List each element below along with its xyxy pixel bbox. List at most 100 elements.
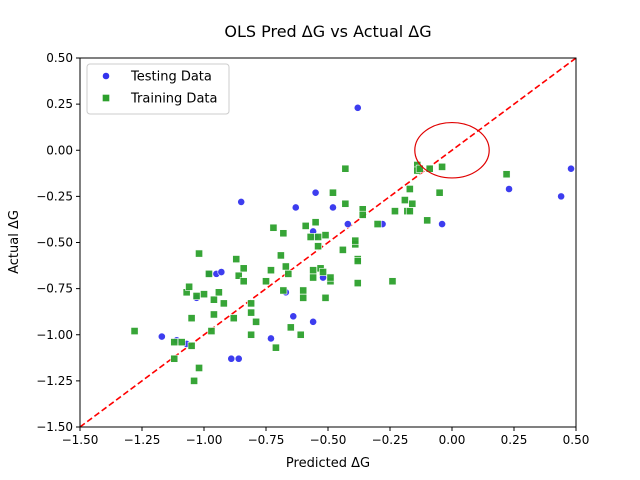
training-point <box>319 268 327 276</box>
training-point <box>373 220 382 228</box>
x-tick-label: −1.00 <box>186 433 223 447</box>
y-tick-label: −0.25 <box>36 189 73 203</box>
training-point <box>405 207 414 216</box>
training-point <box>247 308 256 317</box>
training-point <box>353 257 362 265</box>
training-point <box>321 231 330 240</box>
plot-area <box>80 58 576 427</box>
training-point <box>234 271 243 280</box>
testing-point <box>289 312 298 321</box>
testing-point <box>234 354 243 363</box>
training-point <box>279 286 288 295</box>
training-point <box>177 338 186 347</box>
training-point <box>239 277 248 286</box>
training-point <box>195 249 203 258</box>
training-point <box>296 330 305 339</box>
training-point <box>239 264 248 273</box>
x-tick-label: −1.50 <box>62 433 99 447</box>
training-point <box>408 199 417 208</box>
testing-point <box>311 188 320 197</box>
training-point <box>311 218 320 227</box>
training-point <box>210 310 218 319</box>
y-tick-label: −0.75 <box>36 282 73 296</box>
legend: Testing Data Training Data <box>86 63 230 115</box>
testing-point <box>329 203 337 212</box>
testing-point <box>309 317 318 326</box>
x-axis-label: Predicted ΔG <box>286 456 370 471</box>
legend-testing-label: Testing Data <box>130 70 212 85</box>
training-point <box>286 323 295 332</box>
x-tick-label: 0.00 <box>439 433 466 447</box>
training-point <box>279 229 288 238</box>
y-axis-ticks: −1.50 −1.25 −1.00 −0.75 −0.50 −0.25 0.00 0.25 0.… <box>36 51 80 434</box>
testing-point <box>438 220 446 228</box>
training-point <box>502 170 511 179</box>
training-point <box>170 354 179 363</box>
legend-testing-marker <box>102 72 110 80</box>
testing-point <box>557 192 566 201</box>
data-points <box>130 103 575 385</box>
testing-point <box>267 334 275 343</box>
x-tick-label: −1.25 <box>124 433 161 447</box>
training-point <box>351 236 360 245</box>
training-point <box>391 207 399 216</box>
training-point <box>195 364 203 372</box>
y-tick-label: 0.25 <box>46 97 73 111</box>
legend-box <box>86 63 230 115</box>
training-point <box>314 242 322 251</box>
testing-point <box>227 354 236 363</box>
identity-reference-line <box>80 58 576 427</box>
testing-point <box>343 220 352 228</box>
training-point <box>130 327 139 335</box>
training-point <box>252 317 260 326</box>
training-point <box>329 188 337 197</box>
testing-point <box>505 185 513 193</box>
training-point <box>187 341 196 350</box>
training-point <box>262 277 270 286</box>
testing-point <box>291 203 300 212</box>
testing-point <box>567 164 575 173</box>
training-point <box>301 221 310 230</box>
training-point <box>229 314 238 323</box>
training-point <box>353 279 362 287</box>
training-point <box>341 199 350 208</box>
testing-point <box>157 332 166 341</box>
x-axis-ticks: −1.50 −1.25 −1.00 −0.75 −0.50 −0.25 0.00 0.25 0.… <box>62 427 590 447</box>
training-point <box>423 216 432 225</box>
x-tick-label: 0.50 <box>563 433 590 447</box>
training-point <box>309 273 318 282</box>
x-tick-label: −0.75 <box>248 433 285 447</box>
training-point <box>306 233 315 241</box>
training-point <box>438 162 446 171</box>
training-point <box>314 233 322 241</box>
training-point <box>200 290 208 299</box>
training-point <box>338 245 347 254</box>
training-point <box>388 277 397 286</box>
highlight-ellipse <box>414 121 490 179</box>
y-tick-label: 0.00 <box>46 143 73 157</box>
training-point <box>299 293 308 302</box>
testing-point <box>353 103 362 112</box>
y-axis-label: Actual ΔG <box>7 210 22 274</box>
training-point <box>190 376 198 385</box>
y-tick-label: 0.50 <box>46 51 73 65</box>
training-point <box>358 210 367 219</box>
training-point <box>405 185 414 193</box>
training-point <box>281 262 290 271</box>
training-point <box>309 266 318 275</box>
chart-title: OLS Pred ΔG vs Actual ΔG <box>224 22 431 41</box>
training-point <box>214 288 223 297</box>
training-point <box>232 255 241 264</box>
training-point <box>267 266 275 275</box>
training-point <box>247 299 256 308</box>
training-point <box>435 188 444 197</box>
training-point <box>205 269 213 278</box>
training-point <box>284 269 293 278</box>
x-tick-label: −0.50 <box>310 433 347 447</box>
y-tick-label: −1.25 <box>36 374 73 388</box>
x-tick-label: 0.25 <box>501 433 528 447</box>
testing-point <box>217 268 226 276</box>
training-point <box>185 282 194 291</box>
x-tick-label: −0.25 <box>372 433 409 447</box>
